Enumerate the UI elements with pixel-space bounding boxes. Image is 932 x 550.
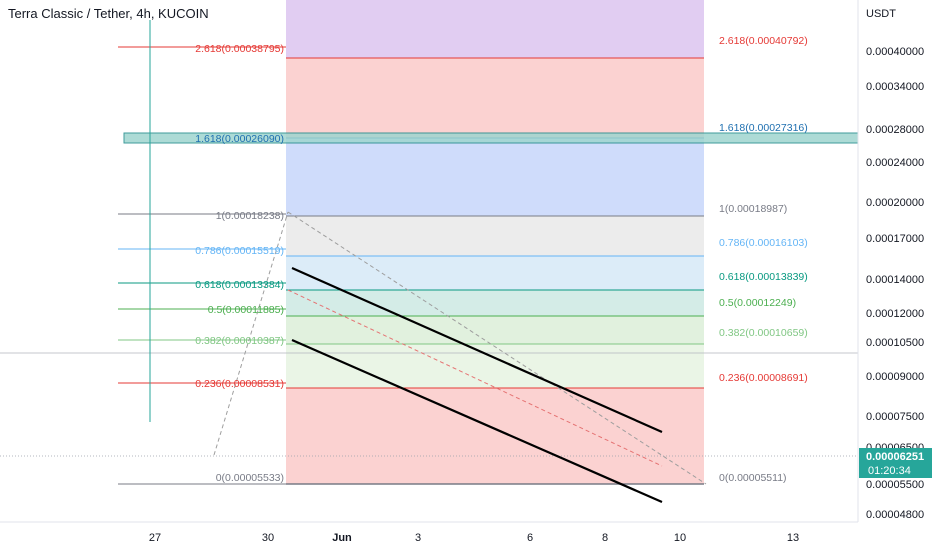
price-tick-0: 0.00040000 xyxy=(866,46,924,58)
price-tick-1: 0.00034000 xyxy=(866,81,924,93)
fib-right-lines xyxy=(286,57,704,485)
time-tick-6: 10 xyxy=(674,532,686,544)
fib-right-0786: 0.786(0.00016103) xyxy=(719,237,808,249)
price-tick-2: 0.00028000 xyxy=(866,124,924,136)
price-tick-8: 0.00010500 xyxy=(866,337,924,349)
fib-left-0786: 0.786(0.00015519) xyxy=(195,245,284,257)
dashed-trend-down-upper xyxy=(287,211,707,485)
time-axis[interactable]: 27 30 Jun 3 6 8 10 13 xyxy=(0,521,858,550)
blue-zone xyxy=(286,138,704,216)
price-axis[interactable]: USDT 0.00040000 0.00034000 0.00028000 0.… xyxy=(857,0,932,522)
fib-right-0: 0(0.00005511) xyxy=(719,472,787,484)
fib-right-1: 1(0.00018987) xyxy=(719,203,787,215)
price-tick-12: 0.00005500 xyxy=(866,479,924,491)
fib-right-2618: 2.618(0.00040792) xyxy=(719,35,808,47)
time-tick-1: 30 xyxy=(262,532,274,544)
fib-left-0: 0(0.00005533) xyxy=(216,472,284,484)
fib-right-labels: 2.618(0.00040792) 1.618(0.00027316) 1(0.… xyxy=(719,35,808,484)
candle-countdown: 01:20:34 xyxy=(868,465,911,477)
chart-title: Terra Classic / Tether, 4h, KUCOIN xyxy=(8,6,209,21)
fib-left-labels: 2.618(0.00038795) 1.618(0.00026090) 1(0.… xyxy=(195,43,284,484)
price-tick-13: 0.00004800 xyxy=(866,509,924,521)
time-tick-4: 6 xyxy=(527,532,533,544)
price-tick-5: 0.00017000 xyxy=(866,233,924,245)
grey-zone xyxy=(286,216,704,256)
price-axis-currency: USDT xyxy=(866,8,896,20)
price-tick-3: 0.00024000 xyxy=(866,157,924,169)
fib-left-0236: 0.236(0.00008531) xyxy=(195,378,284,390)
fib-left-1: 1(0.00018238) xyxy=(216,210,284,222)
time-tick-3: 3 xyxy=(415,532,421,544)
lower-red-zone xyxy=(286,388,704,484)
fib-right-1618: 1.618(0.00027316) xyxy=(719,122,808,134)
channel-upper-line[interactable] xyxy=(291,266,663,434)
light-green-zone xyxy=(286,344,704,388)
time-tick-5: 8 xyxy=(602,532,608,544)
fib-left-0618: 0.618(0.00013384) xyxy=(195,279,284,291)
fib-left-1618: 1.618(0.00026090) xyxy=(195,133,284,145)
price-tick-10: 0.00007500 xyxy=(866,411,924,423)
upper-red-zone xyxy=(286,58,704,138)
fib-right-0236: 0.236(0.00008691) xyxy=(719,372,808,384)
fib-left-0382: 0.382(0.00010387) xyxy=(195,335,284,347)
time-tick-0: 27 xyxy=(149,532,161,544)
fib-left-05: 0.5(0.00011885) xyxy=(208,304,284,316)
current-price: 0.00006251 xyxy=(866,451,924,463)
time-tick-2: Jun xyxy=(332,532,352,544)
purple-zone xyxy=(286,0,704,58)
price-tick-6: 0.00014000 xyxy=(866,274,924,286)
price-tick-7: 0.00012000 xyxy=(866,308,924,320)
fib-left-2618: 2.618(0.00038795) xyxy=(195,43,284,55)
price-tick-4: 0.00020000 xyxy=(866,197,924,209)
teal-zone xyxy=(286,290,704,316)
fib-right-05: 0.5(0.00012249) xyxy=(719,297,796,309)
light-blue-zone xyxy=(286,256,704,290)
channel-lower-line[interactable] xyxy=(291,338,663,504)
time-tick-7: 13 xyxy=(787,532,799,544)
dashed-trend-down-lower xyxy=(287,289,663,467)
fib-right-0618: 0.618(0.00013839) xyxy=(719,271,808,283)
dashed-trend-up xyxy=(213,211,289,456)
price-tick-9: 0.00009000 xyxy=(866,371,924,383)
fib-left-lines xyxy=(118,46,286,485)
current-price-tag: 0.00006251 01:20:34 xyxy=(859,448,932,478)
fib-right-0382: 0.382(0.00010659) xyxy=(719,327,808,339)
green-zone xyxy=(286,316,704,344)
